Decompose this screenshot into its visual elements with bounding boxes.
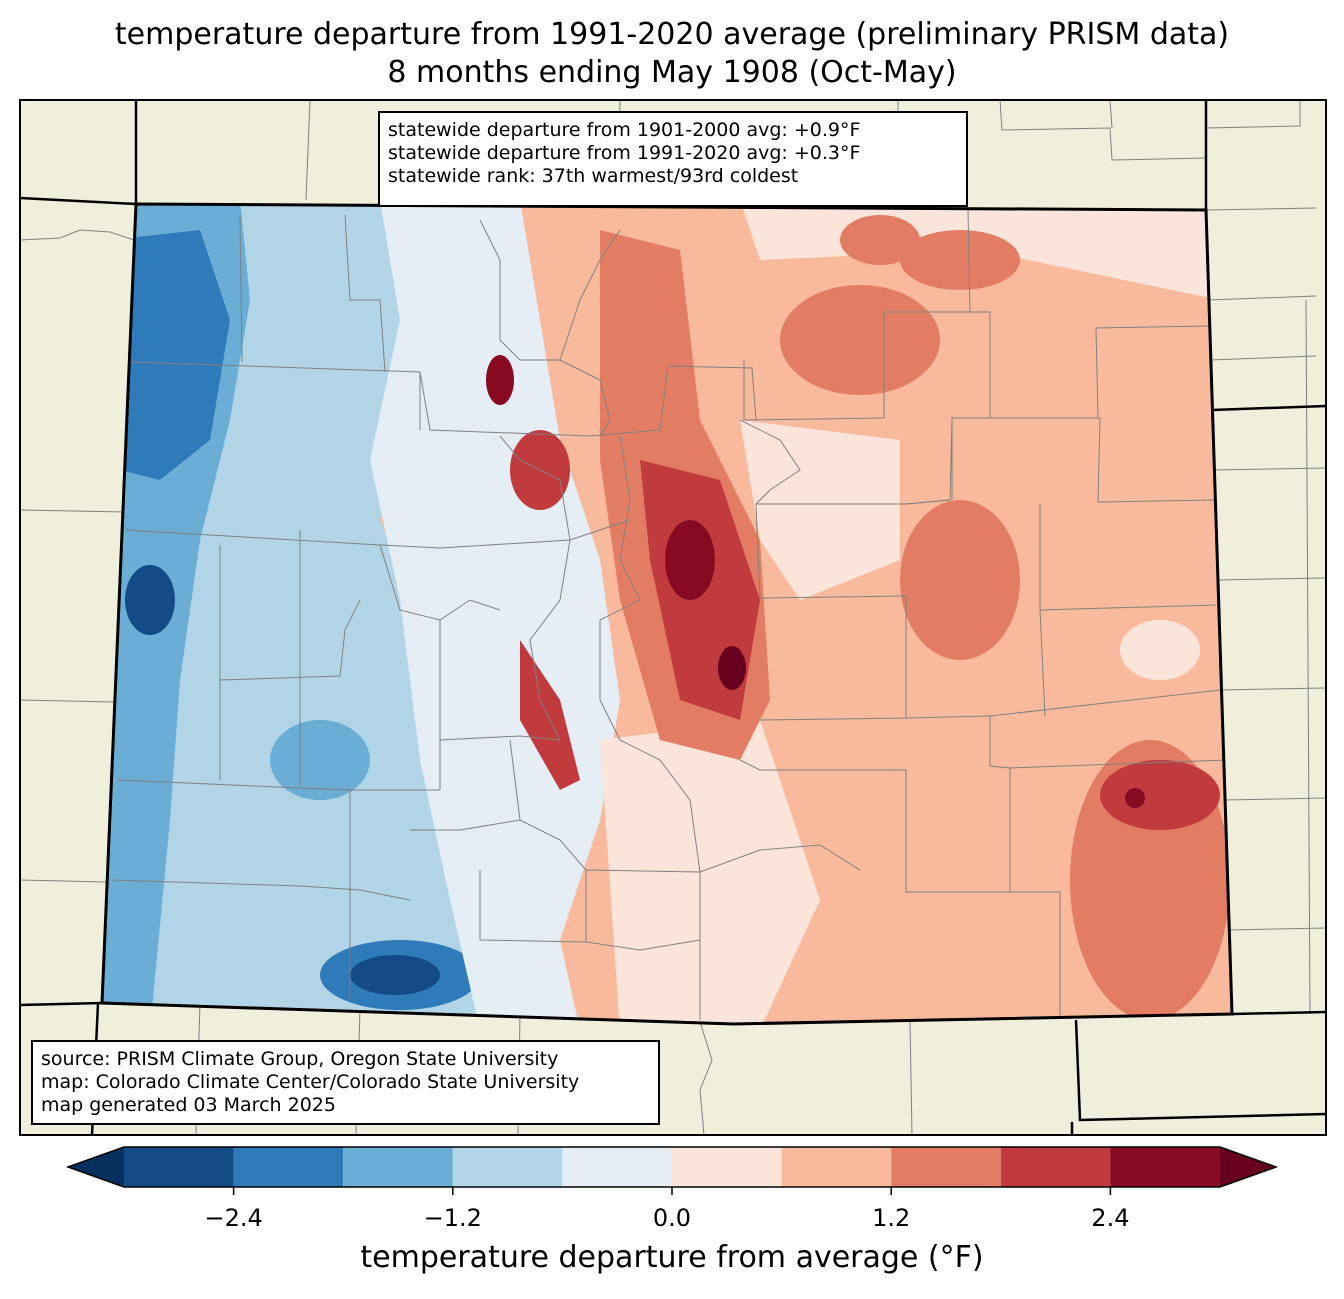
county-lines — [111, 209, 1227, 1020]
colorbar-label: temperature departure from average (°F) — [360, 1240, 984, 1275]
colorbar-tick-label: 0.0 — [652, 1204, 692, 1232]
field-light-east — [1120, 620, 1200, 680]
map-title: temperature departure from 1991-2020 ave… — [114, 17, 1230, 52]
source-box: source: PRISM Climate Group, Oregon Stat… — [31, 1040, 660, 1125]
field-hottest-se — [1125, 788, 1145, 808]
field-neutral-east — [740, 420, 900, 600]
field-neutral-south — [600, 720, 820, 1024]
field-hottest-central — [486, 355, 514, 405]
field-warm-north — [840, 215, 920, 265]
field-blue-mid-w — [270, 720, 370, 800]
colorbar-tick-label: 1.2 — [872, 1204, 911, 1232]
field-dark-blue-w — [125, 565, 175, 635]
field-blue-nw — [110, 230, 230, 480]
field-warm-ne — [780, 285, 940, 395]
colorado-border — [100, 202, 1234, 1026]
colorbar-tick-label: −1.2 — [423, 1204, 482, 1232]
stats-departure-1901-2000: statewide departure from 1901-2000 avg: … — [388, 119, 861, 141]
field-dark-blue-sw — [350, 955, 440, 995]
stats-rank: statewide rank: 37th warmest/93rd coldes… — [388, 165, 799, 187]
generated-date: map generated 03 March 2025 — [41, 1094, 336, 1116]
source-credit: source: PRISM Climate Group, Oregon Stat… — [41, 1048, 559, 1070]
map-subtitle: 8 months ending May 1908 (Oct-May) — [387, 55, 957, 90]
colorbar-tick-label: −2.4 — [204, 1204, 263, 1232]
field-neutral-band — [370, 204, 620, 1024]
stats-departure-1991-2020: statewide departure from 1991-2020 avg: … — [388, 142, 861, 164]
map-credit: map: Colorado Climate Center/Colorado St… — [41, 1071, 580, 1093]
field-hottest-ridge — [665, 520, 715, 600]
statewide-stats-box: statewide departure from 1901-2000 avg: … — [378, 111, 968, 207]
field-warm-n — [900, 230, 1020, 290]
map-frame-outline — [19, 99, 1327, 1136]
field-hot-se — [1100, 760, 1220, 830]
colorbar-tick-label: 2.4 — [1091, 1204, 1130, 1232]
field-hot-southcentral — [520, 640, 580, 790]
field-peak-ridge — [718, 646, 746, 690]
field-warm-e — [900, 500, 1020, 660]
temperature-field — [102, 204, 1232, 1024]
